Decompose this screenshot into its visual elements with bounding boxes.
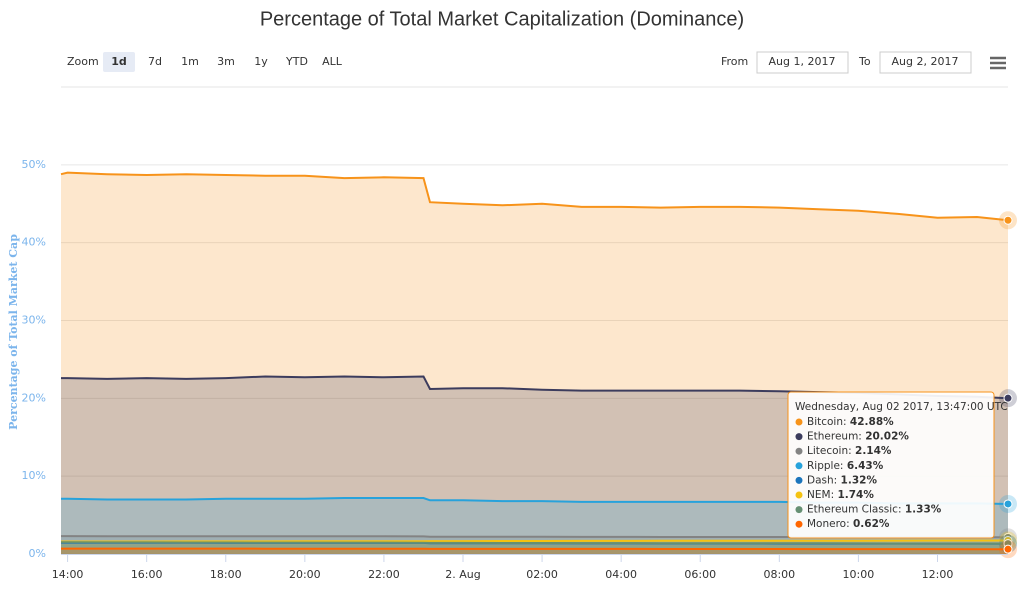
from-input[interactable]: Aug 1, 2017 (769, 55, 836, 68)
x-tick-label: 08:00 (763, 568, 795, 581)
tooltip-series-name: Litecoin (807, 445, 848, 457)
tooltip-row: Monero: 0.62% (807, 518, 890, 530)
x-tick-label: 2. Aug (445, 568, 480, 581)
tooltip-box (787, 391, 995, 539)
hover-marker (1003, 215, 1013, 225)
y-axis-title: Percentage of Total Market Cap (7, 234, 20, 430)
tooltip-series-name: Dash (807, 474, 834, 486)
tooltip-value: 1.32% (841, 474, 878, 486)
hover-marker (1003, 393, 1013, 403)
range-button[interactable]: 1d (111, 55, 127, 68)
tooltip-row: Ethereum Classic: 1.33% (807, 504, 942, 516)
tooltip-value: 1.74% (837, 489, 874, 501)
tooltip-value: 6.43% (847, 460, 884, 472)
tooltip-value: 0.62% (853, 518, 890, 530)
x-tick-label: 12:00 (922, 568, 954, 581)
from-label: From (721, 55, 748, 68)
tooltip-series-name: NEM (807, 489, 831, 501)
y-tick-label: 10% (22, 469, 46, 482)
y-tick-label: 30% (22, 314, 46, 327)
zoom-label: Zoom (67, 55, 99, 68)
range-button[interactable]: 7d (148, 55, 162, 68)
y-tick-label: 50% (22, 158, 46, 171)
tooltip-series-name: Ethereum Classic (807, 504, 898, 516)
tooltip-bullet (795, 447, 803, 455)
x-tick-label: 14:00 (52, 568, 84, 581)
range-button-bg[interactable] (103, 52, 135, 72)
to-label: To (858, 55, 871, 68)
tooltip-row: Ethereum: 20.02% (807, 431, 909, 443)
tooltip-row: Bitcoin: 42.88% (807, 416, 894, 428)
chart-title: Percentage of Total Market Capitalizatio… (260, 8, 744, 30)
tooltip-bullet (795, 433, 803, 441)
y-tick-label: 20% (22, 391, 46, 404)
tooltip-bullet (795, 476, 803, 484)
tooltip-value: 42.88% (850, 416, 894, 428)
hover-marker (1003, 499, 1013, 509)
y-tick-label: 40% (22, 236, 46, 249)
from-input-box[interactable] (756, 51, 849, 74)
to-input[interactable]: Aug 2, 2017 (892, 55, 959, 68)
tooltip-value: 20.02% (865, 431, 909, 443)
y-tick-label: 0% (29, 547, 46, 560)
tooltip-value: 2.14% (855, 445, 892, 457)
x-tick-label: 04:00 (605, 568, 637, 581)
range-button[interactable]: 1y (254, 55, 268, 68)
tooltip-series-name: Ethereum (807, 431, 858, 443)
tooltip-series-name: Bitcoin (807, 416, 843, 428)
tooltip-row: NEM: 1.74% (807, 489, 874, 501)
tooltip-bullet (795, 418, 803, 426)
tooltip-series-name: Monero (807, 518, 846, 530)
tooltip-series-name: Ripple (807, 460, 840, 472)
tooltip-row: Litecoin: 2.14% (807, 445, 892, 457)
to-input-box[interactable] (879, 51, 972, 74)
x-tick-label: 20:00 (289, 568, 321, 581)
range-button[interactable]: ALL (322, 55, 343, 68)
tooltip-bullet (795, 506, 803, 514)
x-tick-label: 10:00 (843, 568, 875, 581)
line (61, 541, 1008, 545)
x-tick-label: 18:00 (210, 568, 242, 581)
x-tick-label: 16:00 (131, 568, 163, 581)
range-buttons: 1d 7d 1m 3m 1y YTD ALL (103, 52, 343, 72)
line (61, 539, 1008, 543)
range-button[interactable]: YTD (285, 55, 308, 68)
tooltip-bullet (795, 462, 803, 470)
tooltip-header: Wednesday, Aug 02 2017, 13:47:00 UTC (795, 401, 1008, 413)
line (60, 171, 1009, 222)
range-button[interactable]: 3m (217, 55, 235, 68)
x-tick-label: 22:00 (368, 568, 400, 581)
range-button[interactable]: 1m (181, 55, 199, 68)
x-tick-label: 02:00 (526, 568, 558, 581)
tooltip-row: Dash: 1.32% (807, 474, 877, 486)
tooltip-bullet (795, 491, 803, 499)
tooltip-row: Ripple: 6.43% (807, 460, 884, 472)
x-tick-label: 06:00 (684, 568, 716, 581)
line (61, 547, 1008, 551)
hover-marker (1003, 544, 1013, 554)
area (61, 172, 1008, 554)
tooltip: Wednesday, Aug 02 2017, 13:47:00 UTC Bitc… (787, 391, 1008, 539)
tooltip-value: 1.33% (905, 504, 942, 516)
area (61, 376, 1008, 554)
tooltip-bullet (795, 520, 803, 528)
menu-button[interactable] (990, 56, 1006, 70)
